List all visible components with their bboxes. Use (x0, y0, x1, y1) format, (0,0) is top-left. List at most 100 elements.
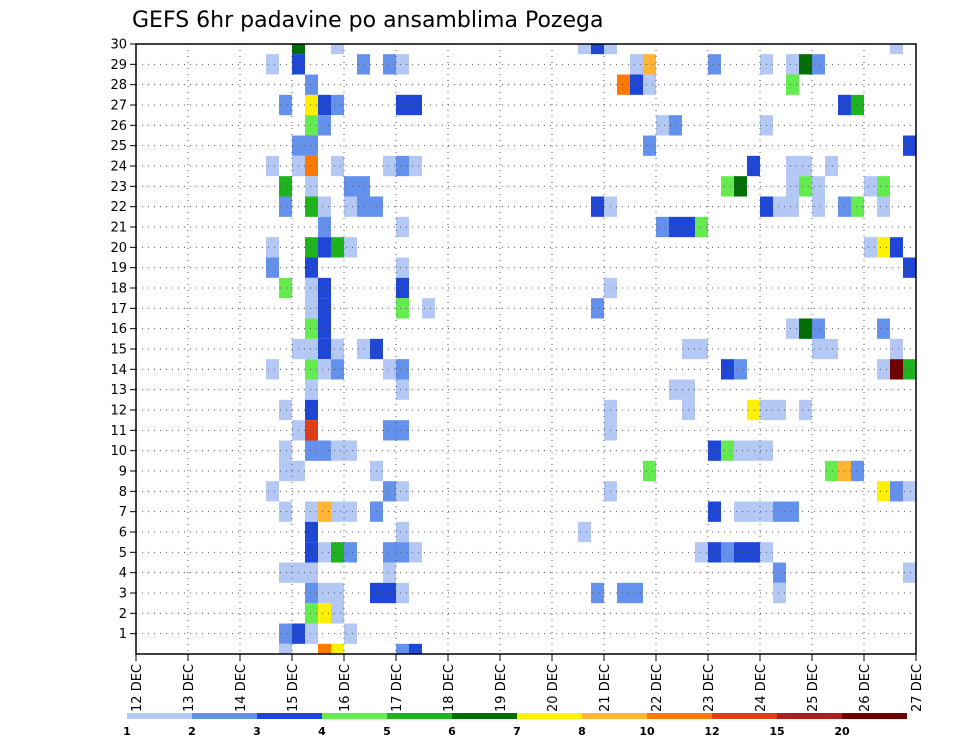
heatmap-cell (812, 196, 825, 217)
x-tick-label: 17 DEC (390, 664, 405, 712)
heatmap-cell (305, 298, 318, 319)
heatmap-cell (578, 44, 591, 55)
heatmap-cell (331, 338, 344, 360)
x-tick-label: 19 DEC (494, 664, 509, 712)
heatmap-cell (864, 237, 877, 258)
heatmap-cell (578, 521, 591, 543)
heatmap-cell (266, 237, 279, 258)
heatmap-cell (877, 359, 890, 380)
heatmap-cell (357, 338, 370, 360)
legend-swatch (842, 713, 907, 719)
heatmap-cell (617, 74, 630, 95)
heatmap-cell (383, 582, 396, 604)
heatmap-cell (331, 440, 344, 461)
heatmap-cell (656, 115, 669, 136)
y-tick-label: 4 (119, 566, 127, 581)
heatmap-cell (279, 562, 292, 583)
heatmap-cell (708, 501, 721, 522)
heatmap-cell (786, 196, 799, 217)
heatmap-cell (266, 481, 279, 502)
heatmap-cell (305, 155, 318, 177)
heatmap-cell (305, 115, 318, 136)
heatmap-cell (305, 379, 318, 400)
heatmap-cell (305, 542, 318, 563)
heatmap-cell (305, 623, 318, 644)
heatmap-cell (318, 277, 331, 299)
heatmap-cell (279, 196, 292, 217)
heatmap-cell (344, 196, 357, 217)
heatmap-cell (695, 216, 708, 238)
y-tick-label: 10 (110, 444, 127, 459)
legend-swatch (387, 713, 452, 719)
heatmap-cell (331, 44, 344, 55)
heatmap-cell (708, 542, 721, 563)
y-tick-label: 9 (119, 465, 127, 480)
x-tick-label: 14 DEC (234, 664, 249, 712)
y-tick-label: 30 (110, 38, 127, 53)
heatmap-cell (318, 94, 331, 116)
heatmap-cell (851, 94, 864, 116)
heatmap-cell (396, 542, 409, 563)
heatmap-cell (708, 54, 721, 75)
heatmap-cell (903, 481, 916, 502)
x-tick-label: 12 DEC (130, 664, 145, 712)
heatmap-cell (318, 318, 331, 339)
heatmap-cell (383, 542, 396, 563)
heatmap-cell (396, 420, 409, 441)
legend-swatch (452, 713, 517, 719)
heatmap-cell (747, 440, 760, 461)
heatmap-cell (305, 94, 318, 116)
legend-label: 12 (704, 725, 719, 738)
heatmap-cell (825, 155, 838, 177)
heatmap-cell (383, 420, 396, 441)
y-tick-label: 13 (110, 383, 127, 398)
legend-swatch (322, 713, 387, 719)
heatmap-cell (344, 501, 357, 522)
y-tick-label: 1 (119, 627, 127, 642)
heatmap-cell (877, 196, 890, 217)
heatmap-cell (357, 176, 370, 197)
heatmap-cell (409, 542, 422, 563)
heatmap-cell (851, 460, 864, 482)
heatmap-cell (825, 338, 838, 360)
heatmap-cell (305, 338, 318, 360)
y-tick-label: 22 (110, 200, 127, 215)
legend: 1 2 3 4 5 6 7 8 10 12 15 20 (123, 713, 907, 738)
heatmap-cell (331, 359, 344, 380)
heatmap-cell (279, 176, 292, 197)
x-tick-label: 27 DEC (910, 664, 925, 712)
heatmap-cell (630, 74, 643, 95)
x-tick-label: 13 DEC (182, 664, 197, 712)
heatmap-cell (396, 359, 409, 380)
heatmap-cell (305, 582, 318, 604)
heatmap-cell (747, 155, 760, 177)
heatmap-cell (318, 216, 331, 238)
heatmap-cell (279, 440, 292, 461)
legend-label: 7 (513, 725, 521, 738)
heatmap-cell (656, 216, 669, 238)
heatmap-cell (305, 257, 318, 278)
heatmap-cell (877, 318, 890, 339)
legend-swatch (647, 713, 712, 719)
heatmap-cell (734, 501, 747, 522)
heatmap-cell (396, 298, 409, 319)
legend-swatch (582, 713, 647, 719)
heatmap-cell (383, 481, 396, 502)
heatmap-cell (383, 562, 396, 583)
legend-label: 20 (834, 725, 850, 738)
y-tick-label: 29 (110, 58, 127, 73)
legend-swatch (257, 713, 322, 719)
heatmap-cell (305, 562, 318, 583)
legend-label: 3 (253, 725, 261, 738)
heatmap-cell (630, 54, 643, 75)
legend-label: 8 (578, 725, 586, 738)
heatmap-cell (604, 44, 617, 55)
y-tick-label: 11 (110, 424, 127, 439)
heatmap-cell (279, 643, 292, 654)
heatmap-cell (305, 359, 318, 380)
heatmap-cell (331, 155, 344, 177)
heatmap-cell (318, 237, 331, 258)
heatmap-cell (903, 135, 916, 156)
heatmap-cell (409, 155, 422, 177)
x-tick-label: 23 DEC (702, 664, 717, 712)
